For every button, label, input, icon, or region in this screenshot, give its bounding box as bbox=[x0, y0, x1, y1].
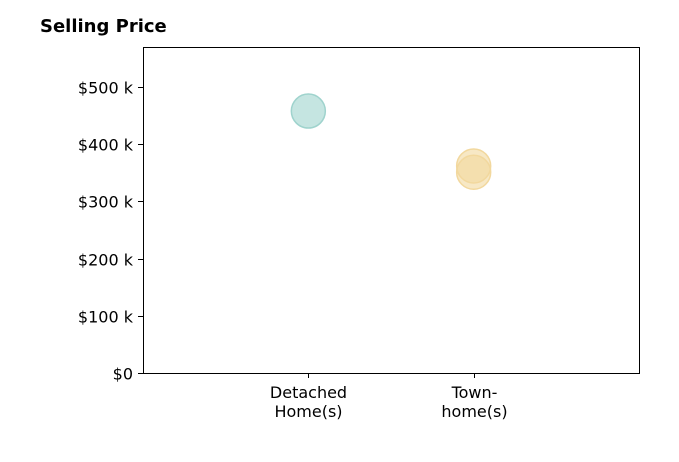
x-tick-label-line: home(s) bbox=[441, 402, 507, 421]
y-tick-label: $400 k bbox=[78, 136, 134, 155]
x-tick-label-line: Town- bbox=[451, 383, 498, 402]
y-tick-label: $100 k bbox=[78, 308, 134, 327]
chart-title: Selling Price bbox=[40, 16, 167, 37]
y-tick-label: $200 k bbox=[78, 251, 134, 270]
data-point bbox=[290, 93, 327, 129]
y-tick-label: $300 k bbox=[78, 193, 134, 212]
y-tick-label: $0 bbox=[113, 365, 133, 384]
y-tick-label: $500 k bbox=[78, 79, 134, 98]
x-tick-label-line: Home(s) bbox=[274, 402, 342, 421]
x-tick-label: Detached Home(s) bbox=[270, 383, 347, 421]
plot-frame bbox=[143, 47, 640, 374]
data-point bbox=[455, 154, 492, 191]
x-tick-label-line: Detached bbox=[270, 383, 347, 402]
x-tick-label: Town-home(s) bbox=[441, 383, 507, 421]
